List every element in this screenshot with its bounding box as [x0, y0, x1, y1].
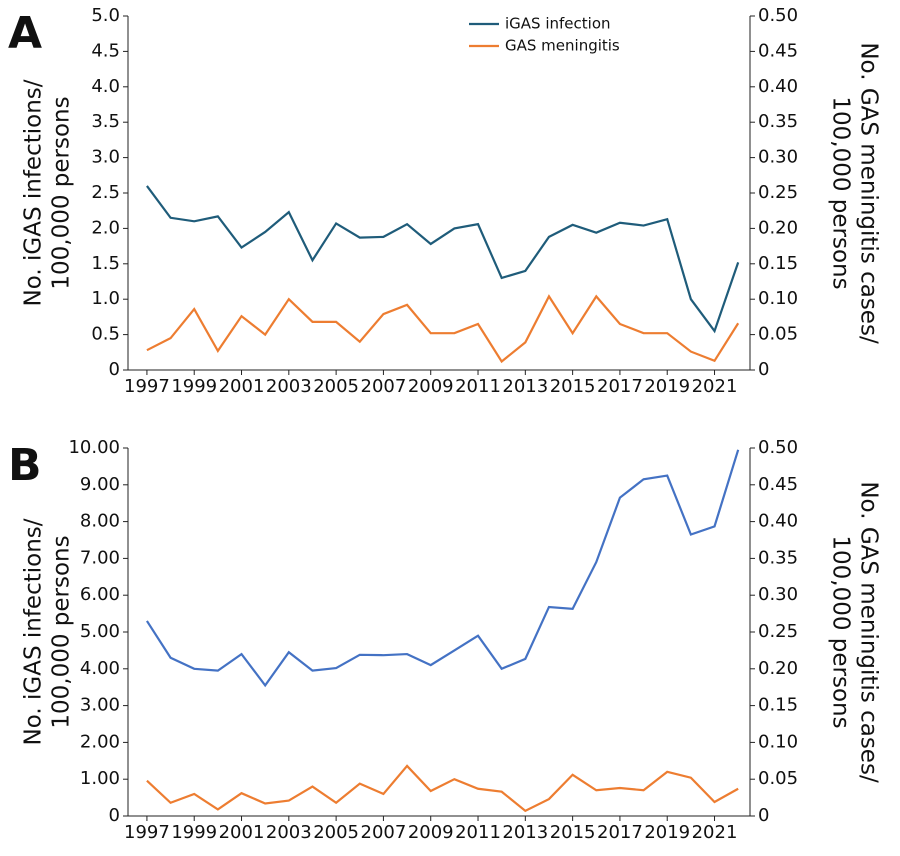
y2-tick-label: 0: [758, 359, 769, 380]
x-tick-label: 2007: [361, 822, 407, 843]
y2-tick-label: 0.30: [758, 147, 798, 168]
y-tick-label: 5.00: [80, 621, 120, 642]
y2-tick-label: 0.15: [758, 695, 798, 716]
y-axis-title: 100,000 persons: [49, 535, 75, 728]
y-axis-title: No. iGAS infections/: [21, 518, 47, 745]
y-tick-label: 1.0: [91, 288, 120, 309]
y2-axis-title: No. GAS meningitis cases/: [856, 481, 882, 783]
y2-tick-label: 0.20: [758, 658, 798, 679]
y2-tick-label: 0.30: [758, 584, 798, 605]
x-tick-label: 2005: [313, 376, 359, 397]
x-tick-label: 2013: [502, 822, 548, 843]
y2-tick-label: 0.05: [758, 768, 798, 789]
y-tick-label: 2.00: [80, 731, 120, 752]
y2-tick-label: 0: [758, 805, 769, 826]
y2-axis-title: No. GAS meningitis cases/: [856, 42, 882, 344]
y2-tick-label: 0.05: [758, 324, 798, 345]
y-tick-label: 5.0: [91, 5, 120, 26]
x-tick-label: 1999: [171, 376, 217, 397]
x-tick-label: 2021: [692, 376, 738, 397]
x-tick-label: 2003: [266, 822, 312, 843]
x-tick-label: 2009: [408, 376, 454, 397]
x-tick-label: 2017: [597, 376, 643, 397]
y2-tick-label: 0.35: [758, 547, 798, 568]
y-tick-label: 0.5: [91, 324, 120, 345]
x-tick-label: 2011: [455, 376, 501, 397]
x-tick-label: 2001: [219, 376, 265, 397]
x-tick-label: 2015: [550, 376, 596, 397]
y2-tick-label: 0.50: [758, 5, 798, 26]
y2-tick-label: 0.40: [758, 511, 798, 532]
panel-label: A: [8, 8, 42, 59]
y2-tick-label: 0.35: [758, 111, 798, 132]
x-tick-label: 2005: [313, 822, 359, 843]
y-tick-label: 4.00: [80, 658, 120, 679]
y-tick-label: 1.5: [91, 253, 120, 274]
x-tick-label: 2001: [219, 822, 265, 843]
y-tick-label: 1.00: [80, 768, 120, 789]
y2-axis-title: 100,000 persons: [828, 96, 854, 289]
x-tick-label: 2019: [644, 822, 690, 843]
y-axis-title: No. iGAS infections/: [21, 79, 47, 306]
x-tick-label: 2021: [692, 822, 738, 843]
x-tick-label: 1997: [124, 376, 170, 397]
y2-tick-label: 0.25: [758, 182, 798, 203]
y2-tick-label: 0.15: [758, 253, 798, 274]
y-tick-label: 8.00: [80, 511, 120, 532]
x-tick-label: 1997: [124, 822, 170, 843]
y2-tick-label: 0.40: [758, 76, 798, 97]
x-tick-label: 2013: [502, 376, 548, 397]
y2-tick-label: 0.45: [758, 474, 798, 495]
y-tick-label: 2.0: [91, 217, 120, 238]
x-tick-label: 1999: [171, 822, 217, 843]
legend-label: GAS meningitis: [505, 37, 620, 55]
x-tick-label: 2007: [361, 376, 407, 397]
y2-tick-label: 0.10: [758, 731, 798, 752]
data-line: [145, 449, 740, 688]
y-tick-label: 4.0: [91, 76, 120, 97]
y2-tick-label: 0.10: [758, 288, 798, 309]
y-tick-label: 2.5: [91, 182, 120, 203]
y-tick-label: 9.00: [80, 474, 120, 495]
x-tick-label: 2019: [644, 376, 690, 397]
y2-tick-label: 0.20: [758, 217, 798, 238]
y-tick-label: 3.00: [80, 695, 120, 716]
x-tick-label: 2015: [550, 822, 596, 843]
y-axis-title: 100,000 persons: [49, 96, 75, 289]
y2-tick-label: 0.25: [758, 621, 798, 642]
x-tick-label: 2011: [455, 822, 501, 843]
panel-label: B: [8, 440, 42, 491]
y2-axis-title: 100,000 persons: [828, 535, 854, 728]
y-tick-label: 6.00: [80, 584, 120, 605]
data-line: [146, 185, 740, 334]
y-tick-label: 4.5: [91, 40, 120, 61]
x-tick-label: 2003: [266, 376, 312, 397]
y-tick-label: 0: [109, 805, 120, 826]
data-line: [146, 294, 740, 364]
x-tick-label: 2017: [597, 822, 643, 843]
y-tick-label: 3.5: [91, 111, 120, 132]
y2-tick-label: 0.50: [758, 437, 798, 458]
legend-label: iGAS infection: [505, 15, 611, 33]
y-tick-label: 10.00: [68, 437, 120, 458]
y2-tick-label: 0.45: [758, 40, 798, 61]
y-tick-label: 3.0: [91, 147, 120, 168]
x-tick-label: 2009: [408, 822, 454, 843]
y-tick-label: 7.00: [80, 547, 120, 568]
y-tick-label: 0: [109, 359, 120, 380]
data-line: [146, 764, 739, 813]
